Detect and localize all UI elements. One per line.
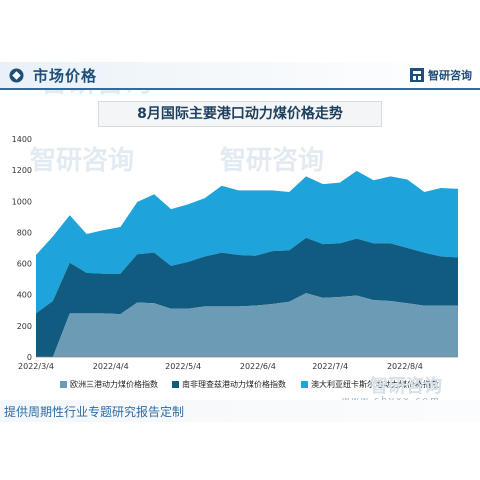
brand-logo-icon xyxy=(410,68,424,82)
watermark-text: 智研咨询 xyxy=(370,376,442,397)
header-divider xyxy=(0,88,480,90)
y-tick-label: 400 xyxy=(17,291,32,300)
y-tick-label: 600 xyxy=(17,260,32,269)
chart-legend: 欧洲三港动力煤价格指数 南非理查兹港动力煤价格指数 澳大利亚纽卡斯尔港动力煤价格… xyxy=(60,378,470,392)
y-tick-labels: 0 200 400 600 800 1000 1200 1400 xyxy=(12,135,32,362)
x-tick-label: 2022/3/4 xyxy=(18,362,54,371)
legend-label: 澳大利亚纽卡斯尔港动力煤价格指数 xyxy=(311,380,439,389)
section-title: 市场价格 xyxy=(33,67,98,85)
area-series-3 xyxy=(36,170,458,314)
footer-bar: 提供周期性行业专题研究报告定制 xyxy=(0,400,480,422)
chart-title-box: 8月国际主要港口动力煤价格走势 xyxy=(98,101,382,127)
stacked-area-chart: 0 200 400 600 800 1000 1200 1400 2022/3/4 2022/4… xyxy=(12,135,458,371)
legend-swatch xyxy=(301,381,308,388)
y-tick-label: 800 xyxy=(17,228,32,237)
area-series-2 xyxy=(36,237,458,357)
x-tick-label: 2022/4/4 xyxy=(93,362,129,371)
x-tick-labels: 2022/3/4 2022/4/4 2022/5/4 2022/6/4 2022/7/4… xyxy=(18,362,423,371)
y-tick-label: 200 xyxy=(17,322,32,331)
legend-label: 南非理查兹港动力煤价格指数 xyxy=(182,380,286,389)
legend-swatch xyxy=(172,381,179,388)
x-tick-label: 2022/6/4 xyxy=(240,362,276,371)
watermark-text: 智研咨询 xyxy=(220,146,325,176)
chart-title: 8月国际主要港口动力煤价格走势 xyxy=(137,106,343,122)
x-tick-label: 2022/5/4 xyxy=(165,362,201,371)
area-series-1 xyxy=(36,293,458,357)
plot-areas xyxy=(36,170,458,357)
legend-swatch xyxy=(60,381,67,388)
x-tick-label: 2022/7/4 xyxy=(312,362,348,371)
x-tick-label: 2022/8/4 xyxy=(387,362,423,371)
y-tick-label: 1000 xyxy=(12,197,32,206)
diamond-icon xyxy=(9,68,24,83)
section-header: 市场价格 xyxy=(0,62,480,88)
brand: 智研咨询 xyxy=(410,66,472,84)
header-band xyxy=(0,62,480,88)
y-tick-label: 0 xyxy=(27,353,32,362)
y-tick-label: 1400 xyxy=(12,135,32,144)
y-tick-label: 1200 xyxy=(12,166,32,175)
brand-name: 智研咨询 xyxy=(428,69,472,82)
legend-label: 欧洲三港动力煤价格指数 xyxy=(70,380,158,389)
watermark-text: 智研咨询 xyxy=(30,146,135,176)
footer-text: 提供周期性行业专题研究报告定制 xyxy=(4,405,185,419)
